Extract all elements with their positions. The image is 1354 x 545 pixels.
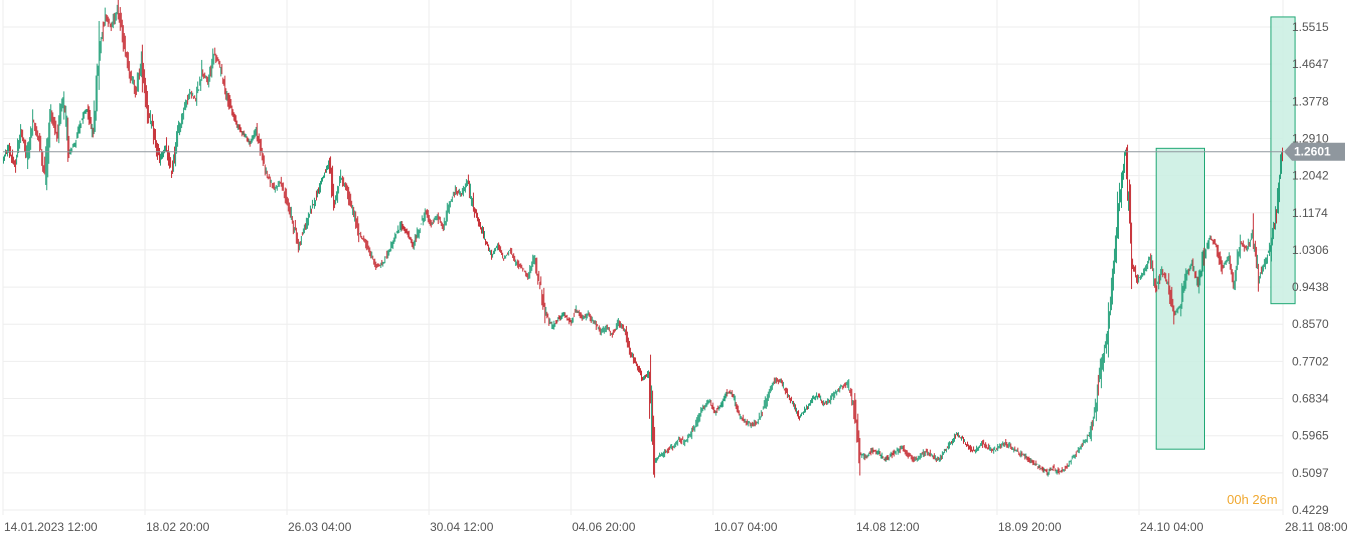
x-tick-label: 10.07 04:00 — [714, 520, 778, 534]
price-badge-label: 1.2601 — [1294, 145, 1331, 159]
grid-lines — [2, 0, 1284, 515]
y-tick-label: 0.8570 — [1292, 317, 1329, 331]
y-tick-label: 0.6834 — [1292, 392, 1329, 406]
x-axis: 14.01.2023 12:00 18.02 20:00 26.03 04:00 30… — [4, 520, 1348, 534]
highlight-box — [1155, 147, 1206, 450]
y-tick-label: 0.4229 — [1292, 503, 1329, 517]
y-axis: 1.5515 1.4647 1.3778 1.2910 1.2042 1.1174 1.03… — [1292, 20, 1329, 517]
x-tick-label: 04.06 20:00 — [572, 520, 636, 534]
x-tick-label: 30.04 12:00 — [430, 520, 494, 534]
x-tick-label: 24.10 04:00 — [1140, 520, 1204, 534]
y-tick-label: 1.2042 — [1292, 169, 1329, 183]
countdown-hours: 00h — [1227, 492, 1249, 507]
highlight-boxes — [1155, 16, 1296, 450]
y-tick-label: 1.1174 — [1292, 206, 1328, 220]
current-price-line: 1.2601 — [3, 142, 1345, 161]
candles — [3, 0, 1283, 478]
x-tick-label: 14.01.2023 12:00 — [4, 520, 98, 534]
y-tick-label: 1.5515 — [1292, 20, 1329, 34]
x-tick-label: 26.03 04:00 — [288, 520, 352, 534]
x-tick-label: 18.09 20:00 — [998, 520, 1062, 534]
candle-countdown: 00h 26m — [1227, 492, 1278, 507]
y-tick-label: 0.5097 — [1292, 466, 1329, 480]
y-tick-label: 1.4647 — [1292, 57, 1329, 71]
y-tick-label: 0.9438 — [1292, 280, 1329, 294]
y-tick-label: 1.0306 — [1292, 243, 1329, 257]
highlight-box — [1270, 16, 1296, 305]
x-tick-label: 28.11 08:00 — [1285, 520, 1348, 534]
y-tick-label: 1.3778 — [1292, 94, 1329, 108]
countdown-minutes: 26m — [1252, 492, 1278, 507]
y-tick-label: 0.7702 — [1292, 354, 1329, 368]
x-tick-label: 18.02 20:00 — [146, 520, 210, 534]
y-tick-label: 1.2910 — [1292, 131, 1329, 145]
price-badge — [1284, 142, 1345, 161]
x-tick-label: 14.08 12:00 — [856, 520, 920, 534]
y-tick-label: 0.5965 — [1292, 429, 1329, 443]
